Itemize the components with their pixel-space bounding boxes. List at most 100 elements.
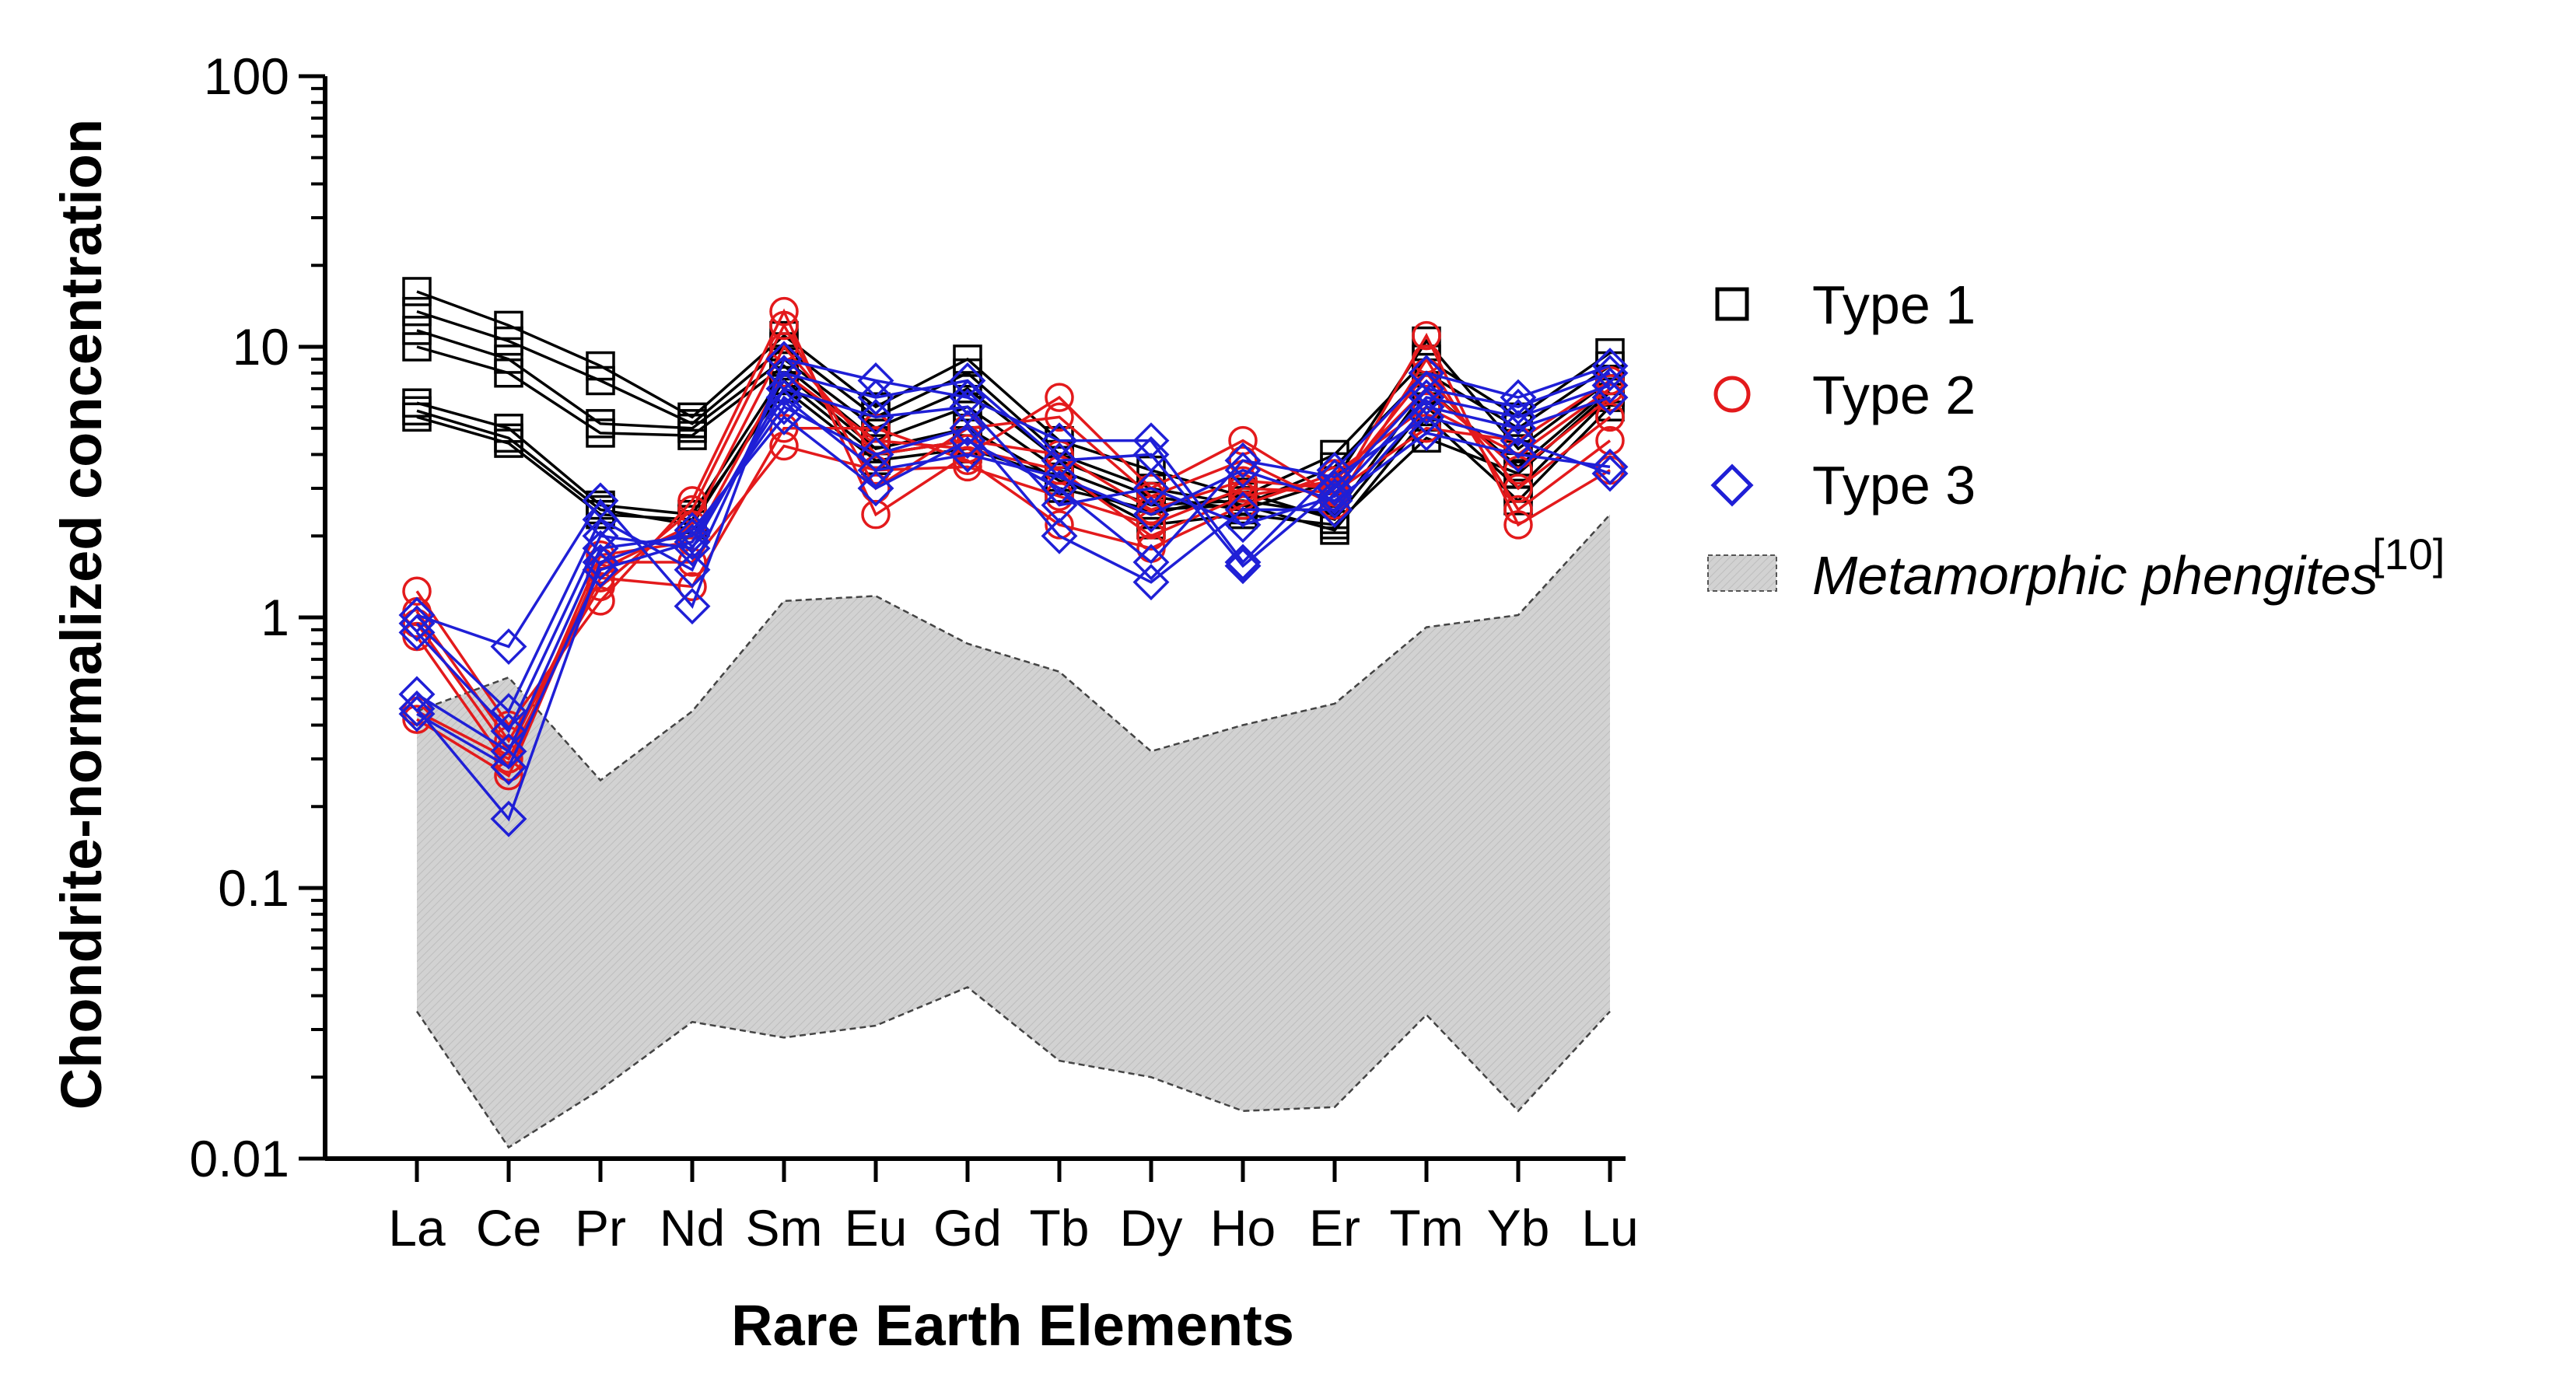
x-tick-label-sm: Sm	[746, 1199, 823, 1257]
phengite-band-upper-edge	[416, 513, 1611, 782]
point-diamond-eu	[857, 452, 894, 489]
point-diamond-la	[398, 605, 436, 642]
point-diamond-er	[1316, 477, 1353, 515]
x-axis-title: Rare Earth Elements	[731, 1293, 1294, 1358]
axes-layer: 0.01 0.1 1 10 100 La Ce Pr Nd Sm Eu Gd Tb Dy Ho Er Tm Yb L…	[190, 47, 1639, 1257]
point-diamond-lu	[1591, 379, 1629, 416]
x-tick-label-yb: Yb	[1487, 1199, 1550, 1257]
series-line	[416, 386, 1612, 526]
point-diamond-sm	[765, 370, 803, 407]
point-square-gd	[953, 358, 982, 388]
point-square-pr	[586, 351, 615, 381]
point-circle-nd	[677, 572, 707, 602]
point-diamond-la	[398, 614, 436, 651]
legend-label-type-3: Type 3	[1812, 455, 1976, 516]
x-tick-label-er: Er	[1309, 1199, 1360, 1257]
point-circle-tb	[1045, 402, 1074, 432]
series-line	[415, 308, 1611, 728]
point-diamond-lu	[1591, 448, 1629, 485]
point-diamond-eu	[857, 470, 894, 507]
point-diamond-eu	[857, 398, 894, 435]
x-tick-label-tm: Tm	[1389, 1199, 1463, 1257]
phengite-band-lower-edge	[415, 986, 1611, 1149]
point-square-nd	[677, 421, 707, 450]
point-diamond-lu	[1591, 355, 1629, 392]
point-diamond-yb	[1500, 398, 1537, 435]
x-tick-label-nd: Nd	[660, 1199, 725, 1257]
point-diamond-tm	[1408, 370, 1445, 407]
point-diamond-tb	[1041, 422, 1078, 460]
point-diamond-ce	[490, 628, 527, 666]
point-circle-eu	[861, 455, 891, 485]
x-tick-label-gd: Gd	[933, 1199, 1002, 1257]
point-diamond-nd	[674, 523, 711, 561]
point-diamond-tm	[1408, 379, 1445, 416]
point-diamond-la	[398, 596, 436, 634]
point-circle-tm	[1412, 392, 1441, 421]
point-square-la	[402, 316, 432, 345]
legend-entry-type-3: Type 3	[1710, 455, 1976, 516]
point-circle-tm	[1412, 358, 1441, 388]
point-circle-sm	[769, 310, 799, 341]
point-square-la	[402, 402, 432, 432]
x-tick-label-pr: Pr	[575, 1199, 626, 1257]
series-line	[416, 395, 1611, 769]
point-circle-gd	[953, 446, 982, 475]
point-diamond-la	[398, 695, 436, 732]
point-circle-lu	[1595, 402, 1625, 432]
legend-label-type-1: Type 1	[1812, 274, 1976, 335]
point-circle-la	[402, 576, 432, 607]
point-diamond-ce	[490, 800, 527, 837]
point-square-la	[402, 296, 432, 327]
point-diamond-nd	[674, 551, 711, 589]
point-diamond-sm	[765, 379, 803, 416]
point-circle-tb	[1045, 383, 1074, 412]
y-axis-title: Chondrite-normalized concentration	[49, 119, 114, 1110]
point-circle-dy	[1136, 474, 1166, 503]
y-tick-label: 1	[261, 589, 289, 646]
point-diamond-nd	[674, 588, 711, 625]
legend-label-type-2: Type 2	[1812, 365, 1976, 425]
series-type-3	[398, 379, 1629, 785]
point-circle-eu	[861, 474, 891, 503]
point-diamond-pr	[582, 482, 619, 519]
legend-entry-phengites: Metamorphic phengites [10]	[1707, 530, 2445, 606]
y-tick-label: 0.01	[190, 1130, 289, 1187]
legend-entry-type-1: Type 1	[1715, 274, 1976, 335]
point-diamond-tb	[1041, 459, 1078, 496]
point-square-la	[402, 332, 432, 362]
point-diamond-nd	[674, 517, 711, 554]
x-tick-label-ce: Ce	[476, 1199, 541, 1257]
point-circle-tb	[1045, 510, 1074, 540]
point-square-ce	[494, 310, 523, 341]
point-diamond-dy	[1132, 564, 1170, 601]
point-diamond-gd	[949, 362, 986, 399]
point-diamond-tm	[1408, 414, 1445, 452]
point-diamond-tm	[1408, 388, 1445, 425]
point-diamond-pr	[582, 544, 619, 581]
point-diamond-yb	[1500, 410, 1537, 447]
x-tick-label-eu: Eu	[845, 1199, 908, 1257]
point-diamond-eu	[857, 379, 894, 416]
legend-label-phengites: Metamorphic phengites	[1812, 545, 2378, 606]
point-diamond-dy	[1132, 470, 1170, 507]
point-diamond-ho	[1224, 491, 1262, 528]
point-circle-yb	[1503, 474, 1533, 503]
point-diamond-pr	[582, 551, 619, 589]
point-diamond-dy	[1132, 496, 1170, 533]
point-diamond-gd	[949, 410, 986, 447]
x-tick-label-la: La	[388, 1199, 446, 1257]
point-circle-la	[402, 704, 432, 734]
point-diamond-er	[1316, 459, 1353, 496]
point-diamond-tb	[1041, 517, 1078, 554]
point-circle-tm	[1412, 320, 1441, 351]
legend-label-phengites-ref: [10]	[2372, 530, 2445, 579]
point-circle-ce	[494, 760, 523, 791]
point-diamond-dy	[1132, 544, 1170, 581]
point-square-la	[402, 277, 432, 306]
legend: Type 1 Type 2 Type 3 Metamorphic phengit…	[1707, 274, 2445, 606]
x-tick-label-tb: Tb	[1029, 1199, 1089, 1257]
legend-diamond-marker	[1710, 463, 1754, 507]
point-diamond-yb	[1500, 436, 1537, 473]
y-tick-label: 10	[233, 318, 289, 376]
